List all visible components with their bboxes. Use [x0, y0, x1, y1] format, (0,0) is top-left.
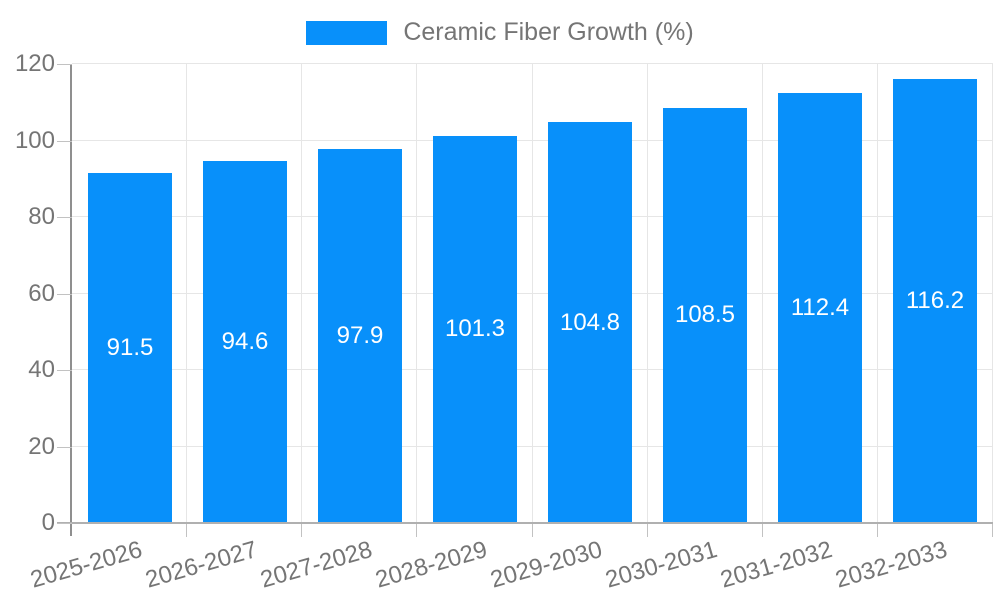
bar-value-label: 97.9	[336, 322, 384, 349]
y-tick-label: 20	[28, 433, 55, 460]
x-tick	[647, 524, 648, 537]
y-tick	[57, 523, 72, 524]
x-tick-label: 2025-2026	[27, 536, 146, 594]
x-tick-label: 2026-2027	[142, 536, 261, 594]
bar-value-label: 101.3	[444, 315, 506, 342]
y-tick	[57, 370, 72, 371]
x-tick-label: 2029-2030	[487, 536, 606, 594]
bar[interactable]	[548, 122, 632, 523]
v-gridline	[647, 64, 648, 523]
y-tick-label: 120	[14, 50, 55, 77]
bar-value-label: 91.5	[106, 334, 154, 361]
y-tick	[57, 217, 72, 218]
x-tick	[186, 524, 187, 537]
x-tick	[762, 524, 763, 537]
legend-swatch	[306, 20, 388, 45]
x-tick	[301, 524, 302, 537]
y-tick-label: 100	[14, 127, 55, 154]
bar[interactable]	[433, 136, 517, 523]
bar[interactable]	[778, 93, 862, 523]
y-tick	[57, 64, 72, 65]
x-tick	[877, 524, 878, 537]
y-tick-label: 80	[28, 203, 55, 230]
y-tick	[57, 294, 72, 295]
plot-area: 91.5 94.6 97.9 101.3 104.8 108.5 112.4 116.2	[72, 63, 993, 523]
x-tick-label: 2027-2028	[257, 536, 376, 594]
bar[interactable]	[203, 161, 287, 523]
y-axis-line	[70, 64, 72, 536]
legend-label: Ceramic Fiber Growth (%)	[403, 18, 694, 46]
v-gridline	[416, 64, 417, 523]
v-gridline	[992, 64, 993, 523]
y-tick	[57, 447, 72, 448]
y-tick	[57, 141, 72, 142]
bar[interactable]	[318, 149, 402, 523]
x-tick	[416, 524, 417, 537]
x-tick	[992, 524, 993, 537]
v-gridline	[762, 64, 763, 523]
x-tick-label: 2032-2033	[832, 536, 951, 594]
v-gridline	[186, 64, 187, 523]
v-gridline	[877, 64, 878, 523]
bar-value-label: 112.4	[790, 294, 850, 321]
x-tick	[532, 524, 533, 537]
bar-value-label: 94.6	[221, 328, 269, 355]
bar[interactable]	[893, 79, 977, 523]
v-gridline	[532, 64, 533, 523]
x-tick-label: 2028-2029	[372, 536, 491, 594]
x-tick-label: 2031-2032	[717, 536, 836, 594]
y-tick-label: 60	[28, 280, 55, 307]
legend[interactable]: Ceramic Fiber Growth (%)	[0, 18, 1000, 47]
v-gridline	[301, 64, 302, 523]
bar[interactable]	[88, 173, 172, 523]
y-tick-label: 0	[41, 509, 55, 536]
x-tick-label: 2030-2031	[602, 536, 721, 594]
bar[interactable]	[663, 108, 747, 523]
y-tick-label: 40	[28, 356, 55, 383]
bar-value-label: 108.5	[674, 301, 736, 328]
h-gridline	[72, 63, 993, 64]
x-axis-line	[57, 522, 993, 524]
bar-value-label: 104.8	[559, 309, 621, 336]
bar-value-label: 116.2	[905, 287, 965, 314]
